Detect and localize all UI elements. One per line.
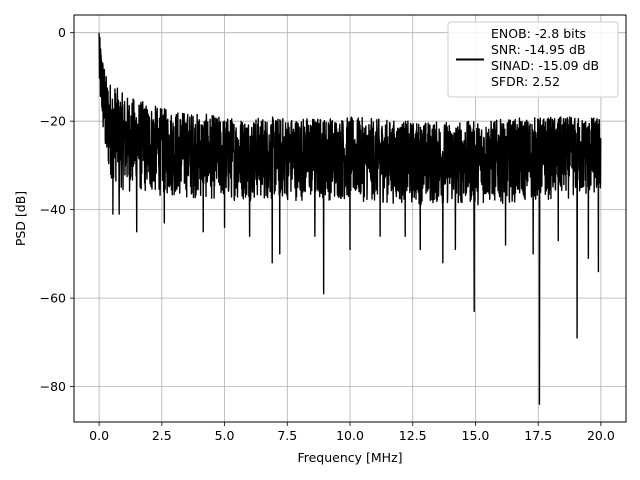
y-tick-label: −80 bbox=[40, 379, 66, 394]
x-tick-label: 15.0 bbox=[462, 428, 490, 443]
x-axis-ticks: 0.0 2.5 5.0 7.5 10.0 12.5 15.0 17.5 20.0 bbox=[89, 422, 615, 443]
y-tick-label: −40 bbox=[40, 202, 66, 217]
y-axis-label: PSD [dB] bbox=[13, 191, 28, 246]
legend: ENOB: -2.8 bits SNR: -14.95 dB SINAD: -15.… bbox=[447, 21, 619, 98]
legend-entry: ENOB: -2.8 bits SNR: -14.95 dB SINAD: -15.… bbox=[491, 26, 599, 89]
y-tick-label: 0 bbox=[58, 25, 66, 40]
x-tick-label: 12.5 bbox=[399, 428, 427, 443]
y-tick-label: −20 bbox=[40, 114, 66, 129]
legend-line: SINAD: -15.09 dB bbox=[491, 58, 599, 73]
x-tick-label: 17.5 bbox=[524, 428, 552, 443]
series-layer bbox=[98, 32, 602, 405]
legend-line: SFDR: 2.52 bbox=[491, 74, 560, 89]
y-tick-label: −60 bbox=[40, 291, 66, 306]
x-tick-label: 20.0 bbox=[587, 428, 615, 443]
y-axis-ticks: 0 −20 −40 −60 −80 bbox=[40, 25, 74, 394]
x-axis-label: Frequency [MHz] bbox=[297, 450, 402, 465]
x-tick-label: 7.5 bbox=[277, 428, 297, 443]
psd-series-line bbox=[98, 32, 602, 405]
legend-box bbox=[447, 21, 619, 98]
legend-line: SNR: -14.95 dB bbox=[491, 42, 586, 57]
x-tick-label: 10.0 bbox=[336, 428, 364, 443]
x-tick-label: 5.0 bbox=[215, 428, 235, 443]
x-tick-label: 0.0 bbox=[89, 428, 109, 443]
x-tick-label: 2.5 bbox=[152, 428, 172, 443]
legend-line: ENOB: -2.8 bits bbox=[491, 26, 586, 41]
